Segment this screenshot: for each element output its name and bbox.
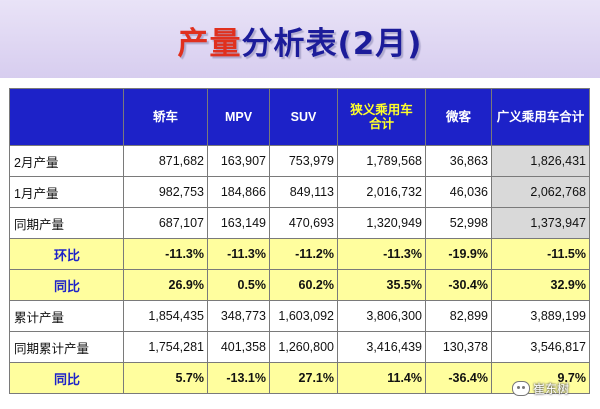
table-cell: 60.2% (269, 269, 338, 301)
table-cell: 871,682 (123, 145, 208, 177)
table-cell: 52,998 (425, 207, 492, 239)
table-cell: 2,062,768 (491, 176, 590, 208)
table-cell: 35.5% (337, 269, 426, 301)
table-cell: 1,754,281 (123, 331, 208, 363)
table-cell: 82,899 (425, 300, 492, 332)
table-cell: 1,603,092 (269, 300, 338, 332)
table-row: 1月产量 982,753 184,866 849,113 2,016,732 46,036… (9, 176, 590, 208)
table-cell: 130,378 (425, 331, 492, 363)
row-label: 同期产量 (9, 207, 124, 239)
table-cell: 849,113 (269, 176, 338, 208)
table-cell: 1,373,947 (491, 207, 590, 239)
table-cell: 687,107 (123, 207, 208, 239)
table-cell: 184,866 (207, 176, 270, 208)
table-cell: -11.2% (269, 238, 338, 270)
table-row: 累计产量 1,854,435 348,773 1,603,092 3,806,300 82… (9, 300, 590, 332)
watermark-text: 崔东树 (533, 382, 570, 396)
row-label: 环比 (9, 238, 124, 270)
title-highlight: 产量 (177, 26, 242, 62)
wechat-icon (512, 381, 530, 396)
table-cell: 3,806,300 (337, 300, 426, 332)
table-cell: -11.5% (491, 238, 590, 270)
table-cell: 3,546,817 (491, 331, 590, 363)
production-table: 轿车 MPV SUV 狭义乘用车合计 微客 广义乘用车合计 2月产量 871,68… (9, 88, 590, 394)
table-row: 同比 26.9% 0.5% 60.2% 35.5% -30.4% 32.9% (9, 269, 590, 301)
header-corner (9, 88, 124, 146)
watermark: 崔东树 (512, 380, 569, 397)
table-cell: 9.7% (491, 362, 590, 394)
row-label: 同比 (9, 362, 124, 394)
table-cell: 5.7% (123, 362, 208, 394)
table-cell: -36.4% (425, 362, 492, 394)
col-header-suv: SUV (269, 88, 338, 146)
table-cell: 3,416,439 (337, 331, 426, 363)
table-cell: 1,826,431 (491, 145, 590, 177)
table-cell: 3,889,199 (491, 300, 590, 332)
row-label: 累计产量 (9, 300, 124, 332)
table-cell: 163,907 (207, 145, 270, 177)
table-cell: 1,260,800 (269, 331, 338, 363)
table-cell: 348,773 (207, 300, 270, 332)
table-cell: 1,320,949 (337, 207, 426, 239)
row-label: 同期累计产量 (9, 331, 124, 363)
table-cell: 36,863 (425, 145, 492, 177)
narrow-total-label: 狭义乘用车合计 (350, 103, 413, 131)
table-cell: -13.1% (207, 362, 270, 394)
table-cell: 2,016,732 (337, 176, 426, 208)
table-cell: -11.3% (337, 238, 426, 270)
col-header-narrow-total: 狭义乘用车合计 (337, 88, 426, 146)
table-row: 2月产量 871,682 163,907 753,979 1,789,568 36,863… (9, 145, 590, 177)
table-cell: 32.9% (491, 269, 590, 301)
row-label: 1月产量 (9, 176, 124, 208)
table-row: 同比 5.7% -13.1% 27.1% 11.4% -36.4% 9.7% (9, 362, 590, 394)
col-header-sedan: 轿车 (123, 88, 208, 146)
table-cell: -11.3% (207, 238, 270, 270)
col-header-mpv: MPV (207, 88, 270, 146)
row-label: 同比 (9, 269, 124, 301)
title-banner (0, 0, 600, 78)
col-header-broad-total: 广义乘用车合计 (491, 88, 590, 146)
table-cell: -19.9% (425, 238, 492, 270)
table-cell: 982,753 (123, 176, 208, 208)
table-row: 同期产量 687,107 163,149 470,693 1,320,949 52,998… (9, 207, 590, 239)
table-cell: 0.5% (207, 269, 270, 301)
table-cell: 27.1% (269, 362, 338, 394)
table-cell: 26.9% (123, 269, 208, 301)
page-title: 产量分析表(2月) (0, 18, 600, 63)
table-cell: 1,789,568 (337, 145, 426, 177)
table-cell: -30.4% (425, 269, 492, 301)
table-cell: 163,149 (207, 207, 270, 239)
table-cell: 753,979 (269, 145, 338, 177)
table-cell: 470,693 (269, 207, 338, 239)
title-main: 分析表(2月) (241, 26, 423, 62)
table-cell: 46,036 (425, 176, 492, 208)
header-row: 轿车 MPV SUV 狭义乘用车合计 微客 广义乘用车合计 (9, 88, 590, 146)
table-cell: 401,358 (207, 331, 270, 363)
table-cell: 1,854,435 (123, 300, 208, 332)
row-label: 2月产量 (9, 145, 124, 177)
table-cell: 11.4% (337, 362, 426, 394)
table-row: 环比 -11.3% -11.3% -11.2% -11.3% -19.9% -11.5% (9, 238, 590, 270)
table-row: 同期累计产量 1,754,281 401,358 1,260,800 3,416,439… (9, 331, 590, 363)
table-cell: -11.3% (123, 238, 208, 270)
col-header-minivan: 微客 (425, 88, 492, 146)
